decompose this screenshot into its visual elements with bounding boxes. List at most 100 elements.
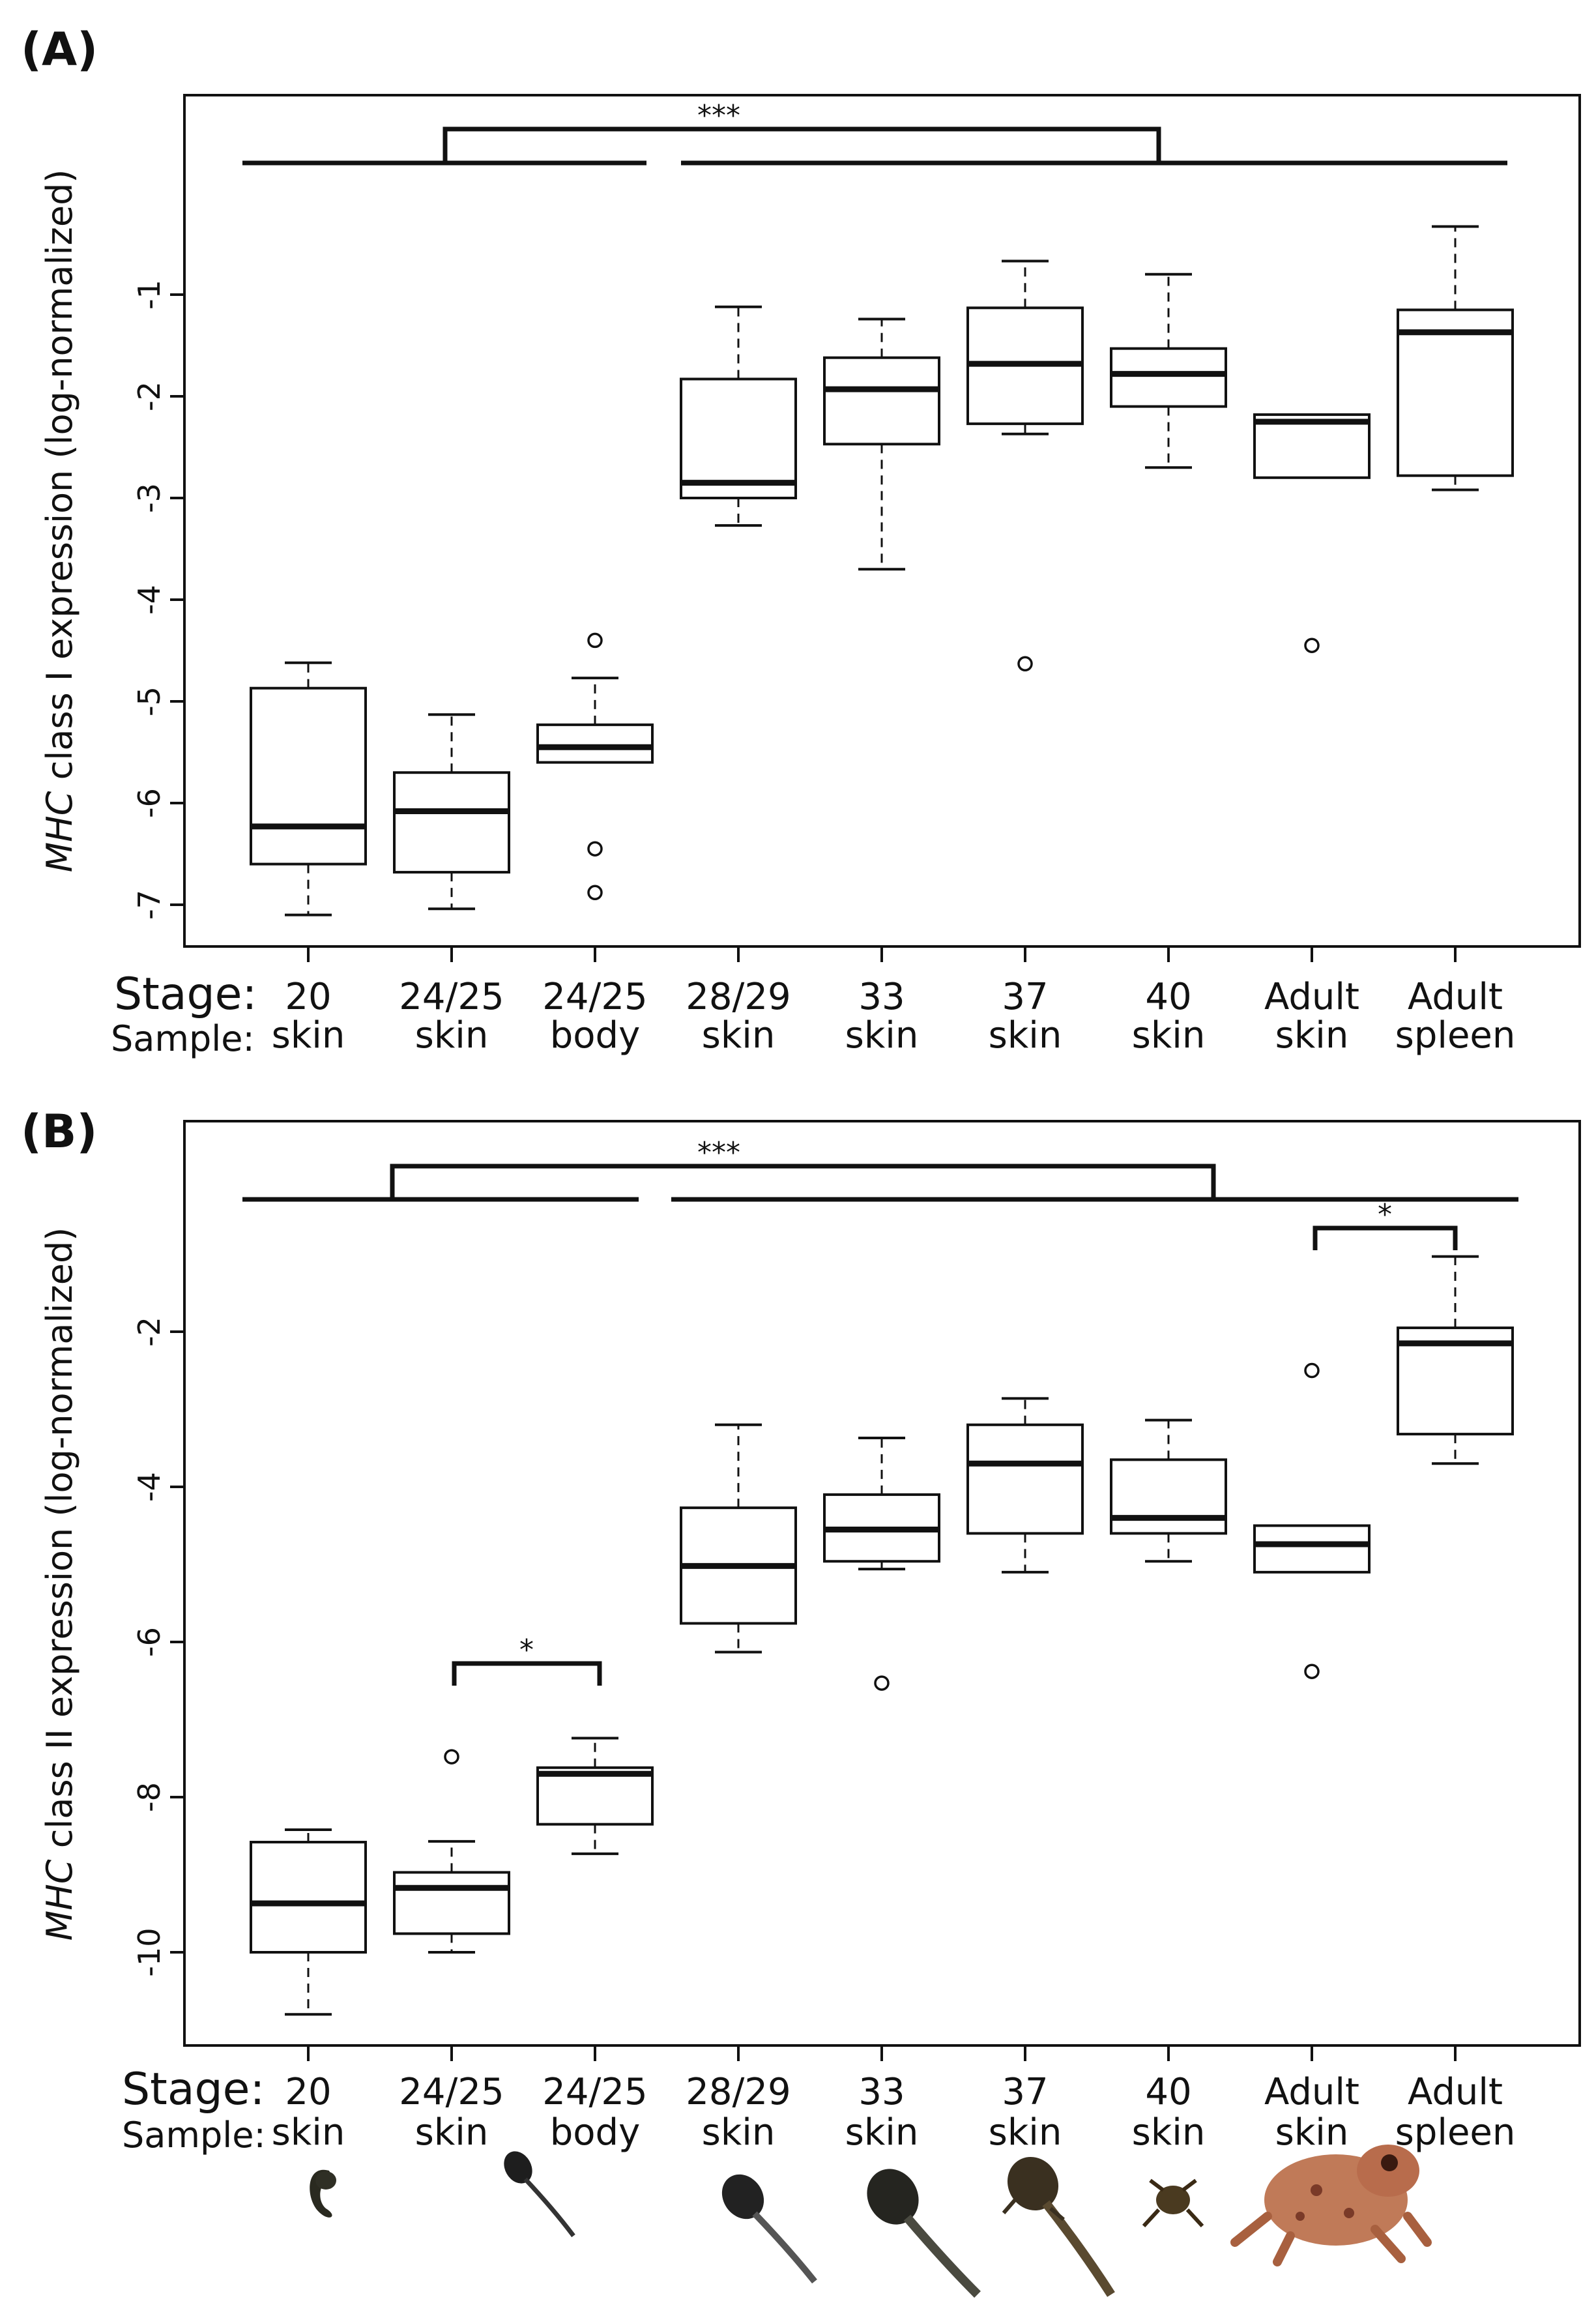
panel-b-box-iqr xyxy=(393,1871,510,1935)
panel-a-y-tick-label: -1 xyxy=(132,280,167,310)
panel-a-sample-tick-label: skin xyxy=(272,1014,345,1057)
panel-a-y-tick-label: -7 xyxy=(132,890,167,920)
panel-a-stage-tick-label: 28/29 xyxy=(686,976,791,1018)
panel-a-stage-tick-label: 37 xyxy=(1002,976,1048,1018)
panel-a-stage-label: Stage: xyxy=(114,969,257,1020)
panel-a-box-iqr xyxy=(823,356,940,446)
panel-b-sample-tick-label: body xyxy=(550,2111,641,2154)
panel-b-bracket-adult-label: * xyxy=(1378,1198,1392,1231)
panel-b-stage-tick-label: Adult xyxy=(1408,2071,1503,2113)
tadpole-stage-33-icon xyxy=(867,2169,981,2298)
panel-a-stage-tick-label: 33 xyxy=(858,976,905,1018)
panel-b-stage-label: Stage: xyxy=(122,2064,265,2115)
panel-a-box-1 xyxy=(250,661,367,916)
panel-b-box-iqr xyxy=(1110,1458,1227,1535)
panel-b-sample-tick-label: skin xyxy=(415,2111,489,2154)
panel-a-boxes xyxy=(250,225,1514,916)
panel-a-x-axis xyxy=(307,946,1457,962)
panel-b-y-tick-label: -8 xyxy=(132,1782,167,1812)
panel-b-sample-tick-label: skin xyxy=(1275,2111,1349,2154)
panel-b-box-iqr xyxy=(966,1423,1084,1535)
panel-a-outlier-point xyxy=(1017,656,1033,672)
panel-b-y-axis: -10 -8 -6 -4 -2 xyxy=(132,1317,184,1977)
panel-a-y-tick-label: -6 xyxy=(132,788,167,818)
panel-a-category-labels: 20skin24/25skin24/25body28/29skin33skin3… xyxy=(272,976,1516,1057)
panel-b-stage-tick-label: 24/25 xyxy=(542,2071,647,2113)
tadpole-stage-24-icon xyxy=(504,2151,575,2238)
panel-b-axis-labels: Stage: Sample: xyxy=(122,2064,266,2156)
panel-b-box-1 xyxy=(250,1828,367,2016)
panel-b-stage-tick-label: 28/29 xyxy=(686,2071,791,2113)
panel-b-outlier-point xyxy=(874,1675,890,1691)
panel-a-box-4 xyxy=(680,305,797,527)
panel-a-sample-tick-label: skin xyxy=(415,1014,489,1057)
panel-b-stage-tick-label: Adult xyxy=(1264,2071,1359,2113)
panel-a-sample-tick-label: body xyxy=(550,1014,641,1057)
panel-a-bracket-label: *** xyxy=(697,99,740,132)
panel-b-bracket-stage24-label: * xyxy=(519,1634,534,1667)
panel-b-y-axis-label: MHC class II expression (log-normalized) xyxy=(39,1227,80,1941)
panel-b-y-tick-label: -10 xyxy=(132,1927,167,1976)
panel-a-sample-tick-label: skin xyxy=(1275,1014,1349,1057)
panel-b-stage-tick-label: 33 xyxy=(858,2071,905,2113)
panel-b-stage-tick-label: 37 xyxy=(1002,2071,1048,2113)
panel-b-y-tick-label: -4 xyxy=(132,1472,167,1502)
adult-frog-icon xyxy=(1230,2145,1432,2266)
panel-b-bracket-top-label: *** xyxy=(697,1136,740,1169)
panel-b-sample-label: Sample: xyxy=(122,2115,266,2156)
panel-a-box-iqr xyxy=(1397,308,1514,477)
panel-a-label: (A) xyxy=(21,23,98,76)
panel-b-y-axis-label-rest: class II expression (log-normalized) xyxy=(39,1227,80,1860)
panel-b-stage-tick-label: 40 xyxy=(1145,2071,1191,2113)
panel-a-y-tick-label: -4 xyxy=(132,585,167,615)
panel-a-outlier-point xyxy=(587,632,603,649)
panel-b-stage-tick-label: 20 xyxy=(285,2071,331,2113)
panel-a-stage-tick-label: 40 xyxy=(1145,976,1191,1018)
panel-b-y-tick-label: -6 xyxy=(132,1627,167,1657)
panel-b-box-4 xyxy=(680,1423,797,1654)
panel-b: (B) -10 -8 -6 -4 -2 MHC class II expression … xyxy=(21,1105,1581,2156)
panel-a-significance: *** xyxy=(242,99,1507,166)
panel-b-outlier-point xyxy=(1304,1362,1320,1379)
tadpole-stage-37-icon xyxy=(1002,2156,1115,2297)
panel-a-y-tick-label: -3 xyxy=(132,483,167,513)
panel-a-box-9 xyxy=(1397,225,1514,491)
panel-a-stage-tick-label: Adult xyxy=(1264,976,1359,1018)
panel-a-y-axis-label-italic: MHC xyxy=(39,791,80,872)
panel-b-box-6 xyxy=(966,1397,1084,1574)
panel-a-y-tick-label: -2 xyxy=(132,381,167,411)
panel-a-y-axis: -7 -6 -5 -4 -3 -2 -1 xyxy=(132,280,184,920)
panel-a-box-8 xyxy=(1253,413,1371,653)
stage-illustrations xyxy=(310,2145,1432,2298)
panel-a-outlier-point xyxy=(1304,638,1320,653)
panel-b-outlier-point xyxy=(1304,1663,1320,1679)
panel-a-sample-tick-label: skin xyxy=(702,1014,776,1057)
panel-a-box-7 xyxy=(1110,272,1227,469)
panel-a-box-iqr xyxy=(393,771,510,874)
panel-a-y-axis-label-rest: class I expression (log-normalized) xyxy=(39,169,80,791)
panel-a-box-iqr xyxy=(250,686,367,866)
panel-b-stage-tick-label: 24/25 xyxy=(399,2071,504,2113)
panel-a-sample-tick-label: skin xyxy=(845,1014,919,1057)
embryo-stage-20-icon xyxy=(310,2169,336,2218)
panel-b-significance: *** * * xyxy=(242,1136,1518,1686)
panel-b-boxes xyxy=(250,1255,1514,2016)
panel-b-sample-tick-label: skin xyxy=(989,2111,1062,2154)
panel-b-box-2 xyxy=(393,1749,510,1954)
panel-a-bracket-top xyxy=(443,126,1161,163)
panel-a-outlier-point xyxy=(587,841,603,857)
panel-b-box-3 xyxy=(536,1737,654,1855)
panel-a-box-3 xyxy=(536,632,654,901)
panel-a-outlier-point xyxy=(587,885,603,901)
panel-b-box-iqr xyxy=(250,1841,367,1954)
panel-b-box-iqr xyxy=(536,1766,654,1826)
panel-a-stage-tick-label: 20 xyxy=(285,976,331,1018)
panel-a-stage-tick-label: Adult xyxy=(1408,976,1503,1018)
panel-a-sample-tick-label: skin xyxy=(1132,1014,1206,1057)
panel-a-box-iqr xyxy=(680,377,797,499)
panel-a-box-iqr xyxy=(1253,413,1371,479)
panel-b-y-axis-label-italic: MHC xyxy=(39,1859,80,1941)
panel-b-bracket-stage24 xyxy=(452,1661,602,1686)
panel-a-stage-tick-label: 24/25 xyxy=(542,976,647,1018)
